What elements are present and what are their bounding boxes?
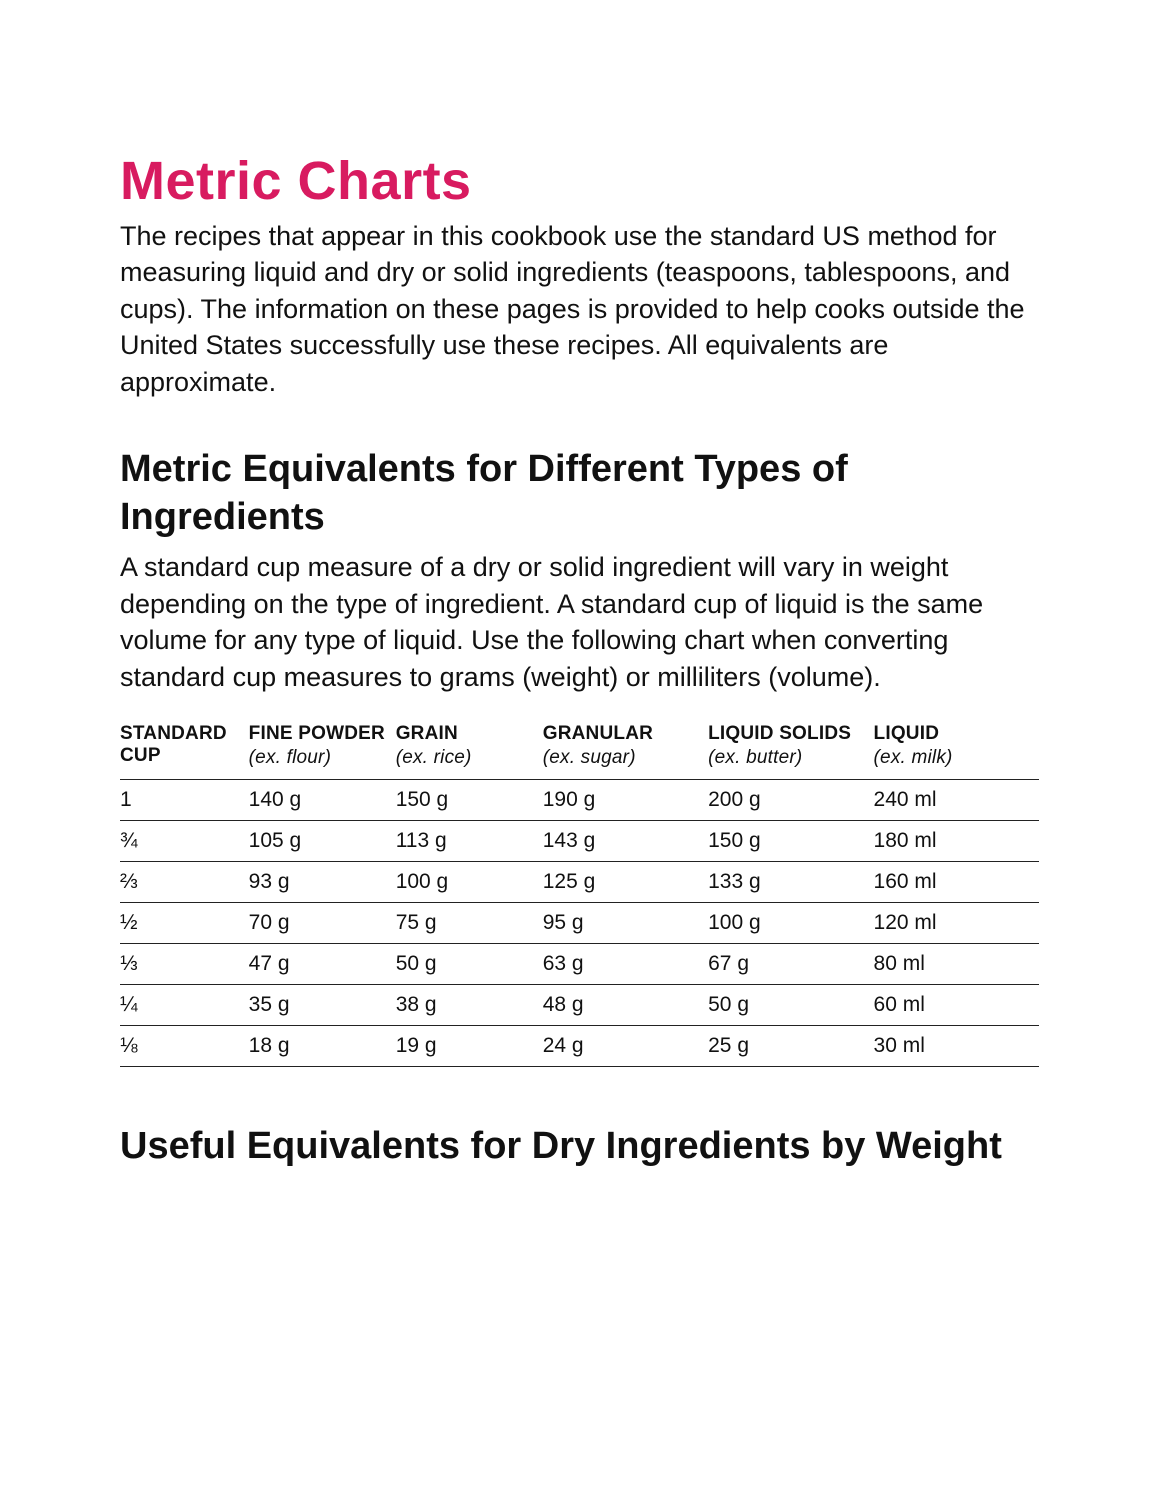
cell: 160 ml	[874, 861, 1039, 902]
table-row: ¾ 105 g 113 g 143 g 150 g 180 ml	[120, 820, 1039, 861]
table-row: 1 140 g 150 g 190 g 200 g 240 ml	[120, 779, 1039, 820]
col-header-label: FINE POWDER	[249, 723, 385, 744]
cell: 50 g	[396, 943, 543, 984]
cell: 75 g	[396, 902, 543, 943]
cell: ¾	[120, 820, 249, 861]
section1-intro: A standard cup measure of a dry or solid…	[120, 549, 1039, 695]
cell: 133 g	[708, 861, 873, 902]
table-row: ⅔ 93 g 100 g 125 g 133 g 160 ml	[120, 861, 1039, 902]
equivalents-table: STANDARD CUP FINE POWDER (ex. flour) GRA…	[120, 723, 1039, 1067]
cell: 18 g	[249, 1025, 396, 1066]
page: Metric Charts The recipes that appear in…	[0, 0, 1159, 1500]
intro-paragraph: The recipes that appear in this cookbook…	[120, 218, 1039, 400]
cell: 48 g	[543, 984, 708, 1025]
cell: 95 g	[543, 902, 708, 943]
col-header-label: LIQUID	[874, 723, 940, 744]
cell: 140 g	[249, 779, 396, 820]
cell: ⅓	[120, 943, 249, 984]
col-header-sub: (ex. rice)	[396, 747, 535, 769]
col-header-sub: (ex. flour)	[249, 747, 388, 769]
cell: 47 g	[249, 943, 396, 984]
cell: ½	[120, 902, 249, 943]
cell: 150 g	[396, 779, 543, 820]
cell: 150 g	[708, 820, 873, 861]
page-title: Metric Charts	[120, 150, 1039, 212]
cell: 190 g	[543, 779, 708, 820]
cell: 25 g	[708, 1025, 873, 1066]
table-row: ⅛ 18 g 19 g 24 g 25 g 30 ml	[120, 1025, 1039, 1066]
cell: 70 g	[249, 902, 396, 943]
cell: 60 ml	[874, 984, 1039, 1025]
cell: ⅔	[120, 861, 249, 902]
col-header-sub: (ex. butter)	[708, 747, 865, 769]
col-header-label: LIQUID SOLIDS	[708, 723, 851, 744]
cell: 67 g	[708, 943, 873, 984]
cell: 93 g	[249, 861, 396, 902]
cell: 105 g	[249, 820, 396, 861]
cell: 24 g	[543, 1025, 708, 1066]
cell: 80 ml	[874, 943, 1039, 984]
col-header-liquid-solids: LIQUID SOLIDS (ex. butter)	[708, 723, 873, 780]
col-header-fine-powder: FINE POWDER (ex. flour)	[249, 723, 396, 780]
cell: 50 g	[708, 984, 873, 1025]
col-header-label: STANDARD CUP	[120, 723, 227, 766]
cell: 125 g	[543, 861, 708, 902]
table-row: ⅓ 47 g 50 g 63 g 67 g 80 ml	[120, 943, 1039, 984]
col-header-liquid: LIQUID (ex. milk)	[874, 723, 1039, 780]
cell: 100 g	[396, 861, 543, 902]
col-header-grain: GRAIN (ex. rice)	[396, 723, 543, 780]
cell: 120 ml	[874, 902, 1039, 943]
col-header-standard-cup: STANDARD CUP	[120, 723, 249, 780]
table-row: ¼ 35 g 38 g 48 g 50 g 60 ml	[120, 984, 1039, 1025]
cell: 100 g	[708, 902, 873, 943]
cell: 143 g	[543, 820, 708, 861]
cell: 180 ml	[874, 820, 1039, 861]
section2-heading: Useful Equivalents for Dry Ingredients b…	[120, 1123, 1039, 1171]
cell: 1	[120, 779, 249, 820]
cell: ⅛	[120, 1025, 249, 1066]
cell: 19 g	[396, 1025, 543, 1066]
cell: 240 ml	[874, 779, 1039, 820]
col-header-label: GRANULAR	[543, 723, 653, 744]
cell: 63 g	[543, 943, 708, 984]
col-header-granular: GRANULAR (ex. sugar)	[543, 723, 708, 780]
section1-heading: Metric Equivalents for Different Types o…	[120, 446, 1039, 541]
cell: 38 g	[396, 984, 543, 1025]
cell: 30 ml	[874, 1025, 1039, 1066]
cell: ¼	[120, 984, 249, 1025]
col-header-sub: (ex. sugar)	[543, 747, 700, 769]
cell: 200 g	[708, 779, 873, 820]
equivalents-table-body: 1 140 g 150 g 190 g 200 g 240 ml ¾ 105 g…	[120, 779, 1039, 1066]
col-header-sub: (ex. milk)	[874, 747, 1031, 769]
table-row: ½ 70 g 75 g 95 g 100 g 120 ml	[120, 902, 1039, 943]
cell: 113 g	[396, 820, 543, 861]
cell: 35 g	[249, 984, 396, 1025]
col-header-label: GRAIN	[396, 723, 458, 744]
